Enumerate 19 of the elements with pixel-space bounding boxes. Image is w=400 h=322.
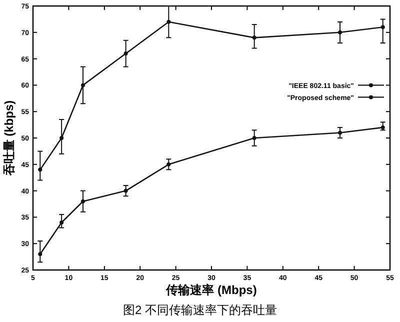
point [380, 25, 385, 30]
point [60, 220, 64, 224]
point [252, 136, 256, 140]
point [124, 188, 128, 193]
point [380, 125, 385, 130]
point [38, 252, 42, 256]
point [338, 30, 342, 34]
point [60, 136, 64, 140]
point [166, 20, 171, 24]
x-axis-title: 传输速率 (Mbps) [165, 283, 257, 297]
point [124, 52, 128, 56]
point [80, 83, 85, 88]
point [338, 130, 342, 135]
point [166, 162, 171, 166]
text: 图2 不同传输速率下的吞吐量 [122, 303, 278, 317]
point [80, 199, 85, 204]
y-axis-title: 吞吐量 (kbps) [2, 100, 16, 177]
point [252, 36, 256, 40]
point [38, 168, 42, 172]
